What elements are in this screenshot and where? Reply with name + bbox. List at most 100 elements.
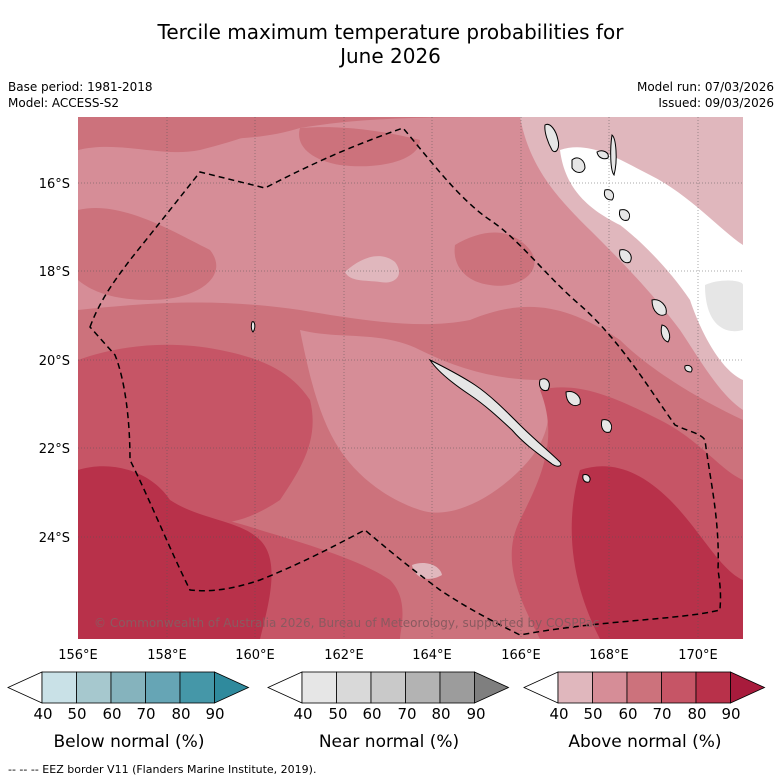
colorbar-near-segments: [267, 671, 510, 704]
lon-label: 156°E: [58, 648, 98, 663]
colorbar-segment: [301, 671, 337, 704]
prob-patch-60-70-nw: [78, 117, 300, 153]
loyalty-ouvea: [539, 378, 550, 391]
colorbar-segment: [41, 671, 77, 704]
colorbar-tick: 40: [549, 705, 568, 723]
loyalty-mare: [601, 419, 613, 433]
issued-date: Issued: 09/03/2026: [658, 96, 774, 110]
colorbar-segment: [145, 671, 181, 704]
vanuatu-malekula: [571, 157, 586, 173]
vanuatu-erromango: [619, 249, 632, 264]
colorbar-tick: 70: [652, 705, 671, 723]
colorbar-tick: 90: [205, 705, 224, 723]
walpole-island: [684, 365, 693, 373]
eez-border: [89, 127, 722, 636]
prob-patch-60-70-w: [78, 208, 217, 300]
vanuatu-pentecost: [610, 134, 617, 177]
lat-labels: 16°S 18°S 20°S 22°S 24°S: [39, 177, 70, 546]
colorbar-tick: 90: [466, 705, 485, 723]
vanuatu-epi: [603, 189, 615, 201]
prob-zone-below-40-ne: [560, 147, 743, 380]
lat-label: 24°S: [39, 531, 70, 546]
colorbar-tick: 50: [67, 705, 86, 723]
lat-label: 20°S: [39, 354, 70, 369]
colorbar-segment: [370, 671, 406, 704]
colorbar-tip-low: [523, 671, 559, 704]
colorbar-tick: 80: [687, 705, 706, 723]
colorbar-tick: 40: [293, 705, 312, 723]
colorbar-tick: 70: [136, 705, 155, 723]
vanuatu-tanna: [651, 299, 667, 316]
lat-label: 16°S: [39, 177, 70, 192]
isle-of-pines: [582, 474, 591, 483]
lon-label: 162°E: [324, 648, 364, 663]
lon-label: 170°E: [678, 648, 718, 663]
landmasses: [250, 123, 693, 483]
map-title-line1: Tercile maximum temperature probabilitie…: [157, 20, 624, 44]
colorbar-segment: [695, 671, 731, 704]
copyright-text: © Commonwealth of Australia 2026, Bureau…: [94, 616, 599, 630]
vanuatu-aneityum: [660, 324, 671, 343]
colorbar-label: Below normal (%): [54, 732, 205, 752]
lat-label: 22°S: [39, 442, 70, 457]
colorbar-below-normal: 40 50 60 70 80 90 Below normal (%): [7, 671, 250, 752]
colorbar-tick: 90: [721, 705, 740, 723]
colorbar-below-segments: [7, 671, 250, 704]
base-period: Base period: 1981-2018: [8, 80, 153, 94]
colorbar-segment: [110, 671, 146, 704]
colorbar-tick: 60: [102, 705, 121, 723]
colorbar-tip-low: [7, 671, 43, 704]
colorbar-segment: [661, 671, 697, 704]
colorbar-segment: [179, 671, 215, 704]
prob-zone-50-60-c: [300, 330, 549, 513]
colorbar-tick: 80: [431, 705, 450, 723]
colorbar-above-segments: [523, 671, 766, 704]
lat-label: 18°S: [39, 265, 70, 280]
lon-label: 164°E: [412, 648, 452, 663]
new-caledonia: [428, 358, 562, 467]
colorbar-label: Near normal (%): [319, 732, 459, 752]
colorbar-tick: 60: [362, 705, 381, 723]
graticule: [78, 117, 743, 639]
eez-footer-note: -- -- -- EEZ border V11 (Flanders Marine…: [8, 763, 317, 776]
prob-zone-80-90-sw: [78, 466, 272, 639]
colorbar-tip-high: [730, 671, 766, 704]
vanuatu-ambrym: [596, 150, 609, 160]
colorbar-label: Above normal (%): [568, 732, 721, 752]
colorbar-tip-high: [214, 671, 250, 704]
probability-field: © Commonwealth of Australia 2026, Bureau…: [78, 117, 743, 639]
prob-zone-80-90-se: [571, 466, 743, 639]
colorbar-tick: 50: [583, 705, 602, 723]
colorbar-near-normal: 40 50 60 70 80 90 Near normal (%): [267, 671, 510, 752]
vanuatu-efate: [619, 209, 631, 221]
lon-label: 168°E: [589, 648, 629, 663]
lon-label: 166°E: [501, 648, 541, 663]
colorbar-above-normal: 40 50 60 70 80 90 Above normal (%): [523, 671, 766, 752]
chesterfield-reef: [250, 321, 256, 333]
colorbar-tip-low: [267, 671, 303, 704]
lon-label: 160°E: [235, 648, 275, 663]
map-title-line2: June 2026: [340, 44, 441, 68]
lon-labels: 156°E 158°E 160°E 162°E 164°E 166°E 168°…: [58, 648, 718, 663]
colorbar-segment: [592, 671, 628, 704]
colorbar-tip-high: [474, 671, 510, 704]
colorbar-segment: [626, 671, 662, 704]
prob-patch-60-70-n: [299, 127, 420, 167]
lon-label: 158°E: [147, 648, 187, 663]
colorbar-tick: 80: [171, 705, 190, 723]
model-run: Model run: 07/03/2026: [636, 80, 774, 94]
colorbar-segment: [336, 671, 372, 704]
model-name: Model: ACCESS-S2: [8, 96, 120, 110]
near-normal-patch: [705, 280, 743, 332]
colorbar-segment: [439, 671, 475, 704]
prob-patch-60-70-c: [454, 232, 535, 286]
colorbar-tick: 70: [397, 705, 416, 723]
prob-patch-40-50-c: [345, 256, 400, 283]
colorbar-segment: [557, 671, 593, 704]
vanuatu-espiritu-santo: [544, 123, 559, 153]
colorbar-segment: [76, 671, 112, 704]
prob-patch-40-50-ss: [412, 563, 442, 579]
colorbar-tick: 40: [33, 705, 52, 723]
colorbar-segment: [405, 671, 441, 704]
